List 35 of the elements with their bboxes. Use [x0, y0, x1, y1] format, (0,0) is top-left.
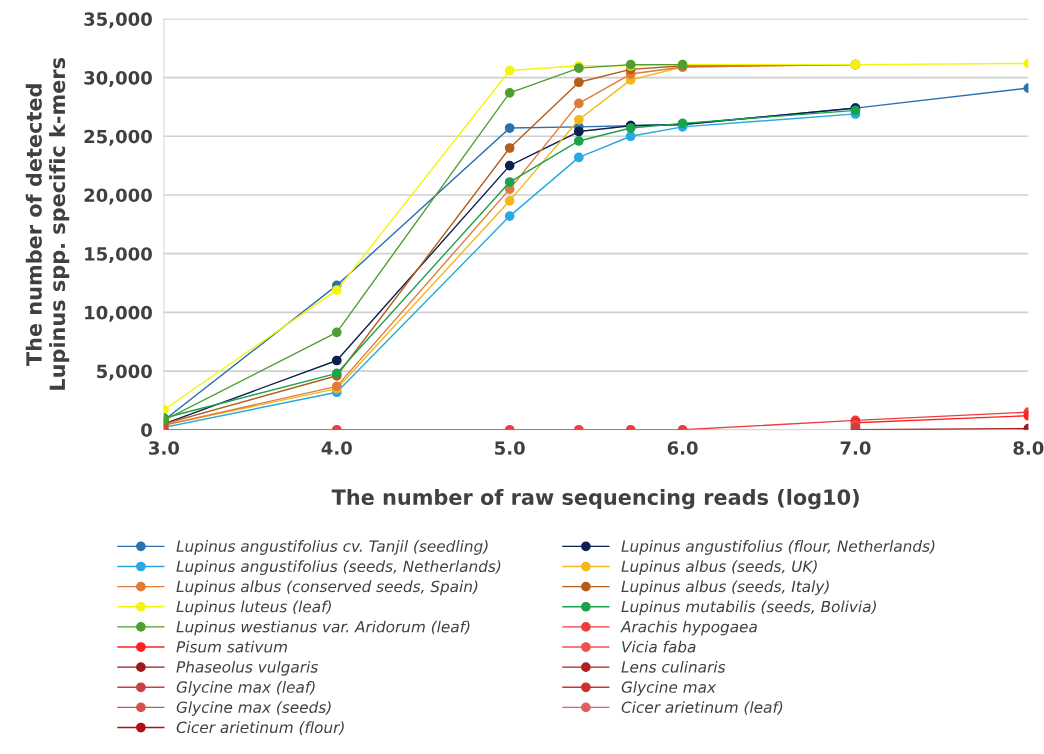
legend-label: Lupinus albus (seeds, Italy)	[621, 580, 829, 596]
legend-label: Lupinus albus (conserved seeds, Spain)	[176, 580, 478, 596]
legend-label: Glycine max (seeds)	[176, 701, 331, 716]
legend-label: Lens culinaris	[621, 660, 726, 673]
x-tick-label: 8.0	[1013, 441, 1044, 455]
x-tick-label: 5.0	[495, 441, 525, 455]
legend-label: Lupinus albus (seeds, UK)	[621, 560, 817, 576]
y-tick-label: 35,000	[84, 12, 152, 29]
y-tick-label: 5,000	[97, 364, 152, 381]
y-tick-label: 30,000	[84, 71, 152, 87]
y-axis-title: The number of detected Lupinus spp. specific k-mers	[25, 57, 70, 390]
legend-label: Lupinus luteus (leaf)	[176, 600, 331, 616]
legend-label: Pisum sativum	[176, 640, 287, 653]
x-tick-label: 4.0	[321, 441, 352, 455]
legend-label: Arachis hypogaea	[620, 620, 757, 636]
y-tick-label: 10,000	[85, 305, 152, 322]
legend-label: Lupinus angustifolius (seeds, Netherlands)	[176, 560, 501, 576]
y-tick-label: 15,000	[85, 247, 152, 264]
legend-label: Lupinus mutabilis (seeds, Bolivia)	[621, 600, 876, 616]
legend-label: Glycine max	[621, 681, 717, 696]
x-tick-label: 3.0	[149, 441, 180, 455]
legend-label: Vicia faba	[622, 640, 696, 653]
legend-label: Lupinus angustifolius cv. Tanjil (seedling)	[176, 540, 488, 555]
legend-label: Cicer arietinum (leaf)	[621, 701, 783, 715]
legend-label: Glycine max (leaf)	[176, 681, 315, 696]
legend-label: Cicer arietinum (flour)	[176, 721, 344, 735]
y-tick-label: 20,000	[84, 188, 152, 205]
y-tick-label: 0	[141, 423, 152, 437]
y-tick-label: 25,000	[84, 129, 152, 146]
legend-label: Lupinus westianus var. Aridorum (leaf)	[176, 620, 470, 636]
legend-label: Lupinus angustifolius (flour, Netherlands)	[621, 540, 935, 555]
x-tick-label: 6.0	[667, 441, 698, 455]
x-axis-title: The number of raw sequencing reads (log10)	[331, 488, 859, 510]
x-tick-label: 7.0	[840, 441, 871, 455]
legend-label: Phaseolus vulgaris	[176, 660, 318, 676]
